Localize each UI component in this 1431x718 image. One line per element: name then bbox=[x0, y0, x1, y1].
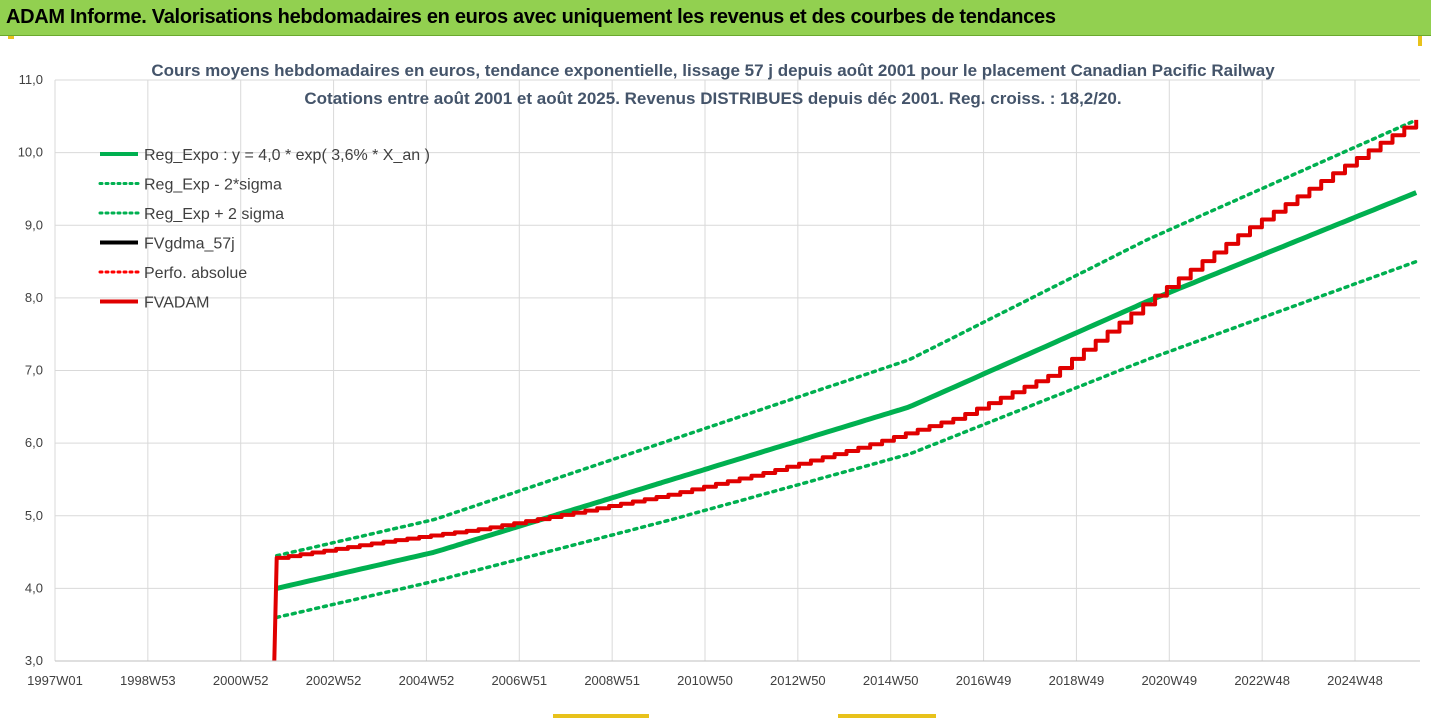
y-tick-label: 11,0 bbox=[19, 72, 43, 87]
y-tick-label: 6,0 bbox=[25, 435, 43, 450]
report-banner: ADAM Informe. Valorisations hebdomadaire… bbox=[0, 0, 1431, 36]
x-tick-label: 2010W50 bbox=[677, 673, 733, 688]
legend-label: Reg_Exp + 2 sigma bbox=[144, 206, 284, 223]
x-tick-label: 2020W49 bbox=[1141, 673, 1197, 688]
series-reg-plus-2sigma bbox=[274, 118, 1418, 558]
corner-marker-bottom-mid-1 bbox=[553, 714, 649, 718]
corner-marker-top-left bbox=[8, 36, 14, 39]
grid bbox=[54, 79, 1420, 662]
legend: Reg_Expo : y = 4,0 * exp( 3,6% * X_an ) R… bbox=[98, 147, 430, 312]
report-title: ADAM Informe. Valorisations hebdomadaire… bbox=[6, 6, 1056, 28]
y-tick-label: 3,0 bbox=[25, 653, 43, 668]
y-tick-label: 4,0 bbox=[25, 580, 43, 595]
corner-marker-top-right bbox=[1418, 36, 1422, 46]
y-tick-label: 10,0 bbox=[18, 145, 43, 160]
x-tick-label: 2022W48 bbox=[1234, 673, 1290, 688]
x-tick-label: 1997W01 bbox=[27, 673, 83, 688]
legend-label: Reg_Exp - 2*sigma bbox=[144, 177, 282, 194]
y-tick-label: 5,0 bbox=[25, 508, 43, 523]
x-tick-label: 2012W50 bbox=[770, 673, 826, 688]
chart-title-line-1: Cours moyens hebdomadaires en euros, ten… bbox=[151, 61, 1275, 80]
x-tick-label: 2018W49 bbox=[1049, 673, 1105, 688]
y-tick-label: 7,0 bbox=[25, 363, 43, 378]
series-reg-minus-2sigma bbox=[274, 259, 1418, 620]
series-reg-expo bbox=[276, 190, 1418, 591]
y-tick-label: 9,0 bbox=[25, 217, 43, 232]
legend-label: FVgdma_57j bbox=[144, 236, 235, 253]
x-tick-label: 2008W51 bbox=[584, 673, 640, 688]
x-tick-label: 2002W52 bbox=[306, 673, 362, 688]
x-tick-label: 2000W52 bbox=[213, 673, 269, 688]
series-fvadam bbox=[272, 119, 1419, 662]
x-tick-label: 2024W48 bbox=[1327, 673, 1383, 688]
x-tick-label: 2014W50 bbox=[863, 673, 919, 688]
corner-marker-bottom-mid-2 bbox=[838, 714, 936, 718]
x-tick-label: 2006W51 bbox=[491, 673, 547, 688]
axes: 3,0 4,0 5,0 6,0 7,0 8,0 9,0 10,0 11,0 1997W01 1998… bbox=[18, 72, 1420, 688]
chart: 3,0 4,0 5,0 6,0 7,0 8,0 9,0 10,0 11,0 1997W01 1998… bbox=[18, 61, 1420, 688]
x-tick-label: 1998W53 bbox=[120, 673, 176, 688]
legend-label: FVADAM bbox=[144, 295, 209, 312]
y-tick-label: 8,0 bbox=[25, 290, 43, 305]
x-tick-label: 2004W52 bbox=[399, 673, 455, 688]
legend-label: Perfo. absolue bbox=[144, 265, 247, 282]
series bbox=[272, 118, 1419, 662]
chart-title-line-2: Cotations entre août 2001 et août 2025. … bbox=[304, 89, 1121, 108]
legend-label: Reg_Expo : y = 4,0 * exp( 3,6% * X_an ) bbox=[144, 147, 430, 164]
x-tick-label: 2016W49 bbox=[956, 673, 1012, 688]
